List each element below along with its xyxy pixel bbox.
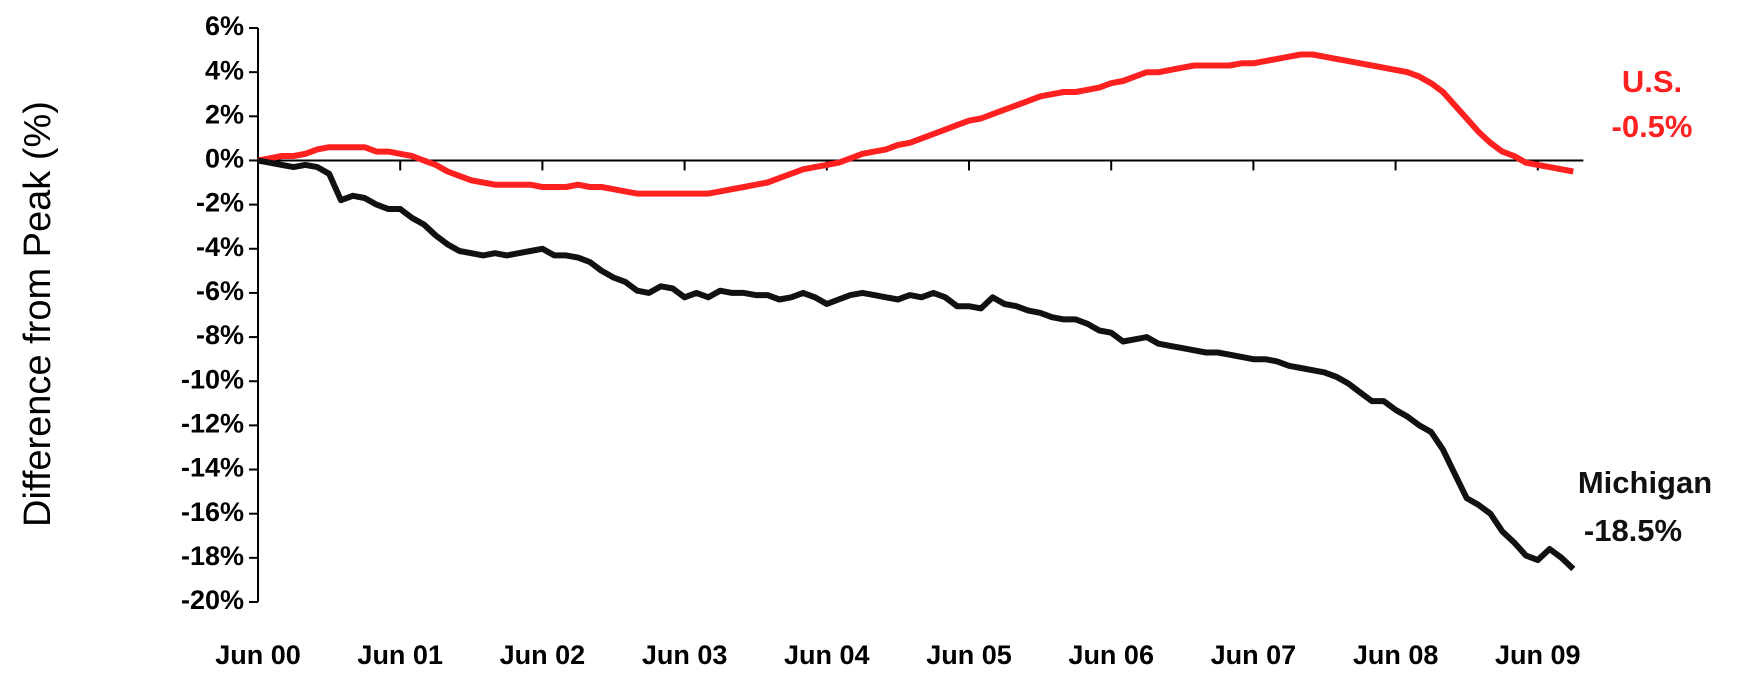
x-tick-label: Jun 02 xyxy=(500,640,586,670)
y-tick-label: -6% xyxy=(196,276,244,306)
y-tick-label: -14% xyxy=(181,453,244,483)
y-tick-label: -16% xyxy=(181,497,244,527)
end-value-label: -0.5% xyxy=(1612,109,1693,144)
x-tick-label: Jun 07 xyxy=(1211,640,1297,670)
y-tick-label: 6% xyxy=(205,11,244,41)
y-tick-label: 0% xyxy=(205,144,244,174)
y-tick-label: -12% xyxy=(181,409,244,439)
x-tick-label: Jun 09 xyxy=(1495,640,1581,670)
y-tick-label: -10% xyxy=(181,364,244,394)
x-tick-label: Jun 03 xyxy=(642,640,728,670)
end-value-label: -18.5% xyxy=(1584,513,1682,548)
x-tick-label: Jun 04 xyxy=(784,640,870,670)
x-tick-label: Jun 01 xyxy=(357,640,443,670)
x-tick-label: Jun 08 xyxy=(1353,640,1439,670)
series-line xyxy=(257,157,1576,572)
x-tick-label: Jun 05 xyxy=(926,640,1012,670)
y-tick-label: 4% xyxy=(205,55,244,85)
y-tick-label: -18% xyxy=(181,541,244,571)
y-tick-label: -4% xyxy=(196,232,244,262)
y-tick-label: -8% xyxy=(196,320,244,350)
series-line xyxy=(257,51,1574,197)
y-tick-label: -20% xyxy=(181,585,244,615)
y-tick-label: 2% xyxy=(205,99,244,129)
series-label: Michigan xyxy=(1578,465,1712,500)
y-axis-title: Difference from Peak (%) xyxy=(17,101,59,527)
series-label: U.S. xyxy=(1622,64,1682,99)
x-tick-label: Jun 06 xyxy=(1068,640,1154,670)
x-tick-label: Jun 00 xyxy=(215,640,301,670)
y-tick-label: -2% xyxy=(196,188,244,218)
